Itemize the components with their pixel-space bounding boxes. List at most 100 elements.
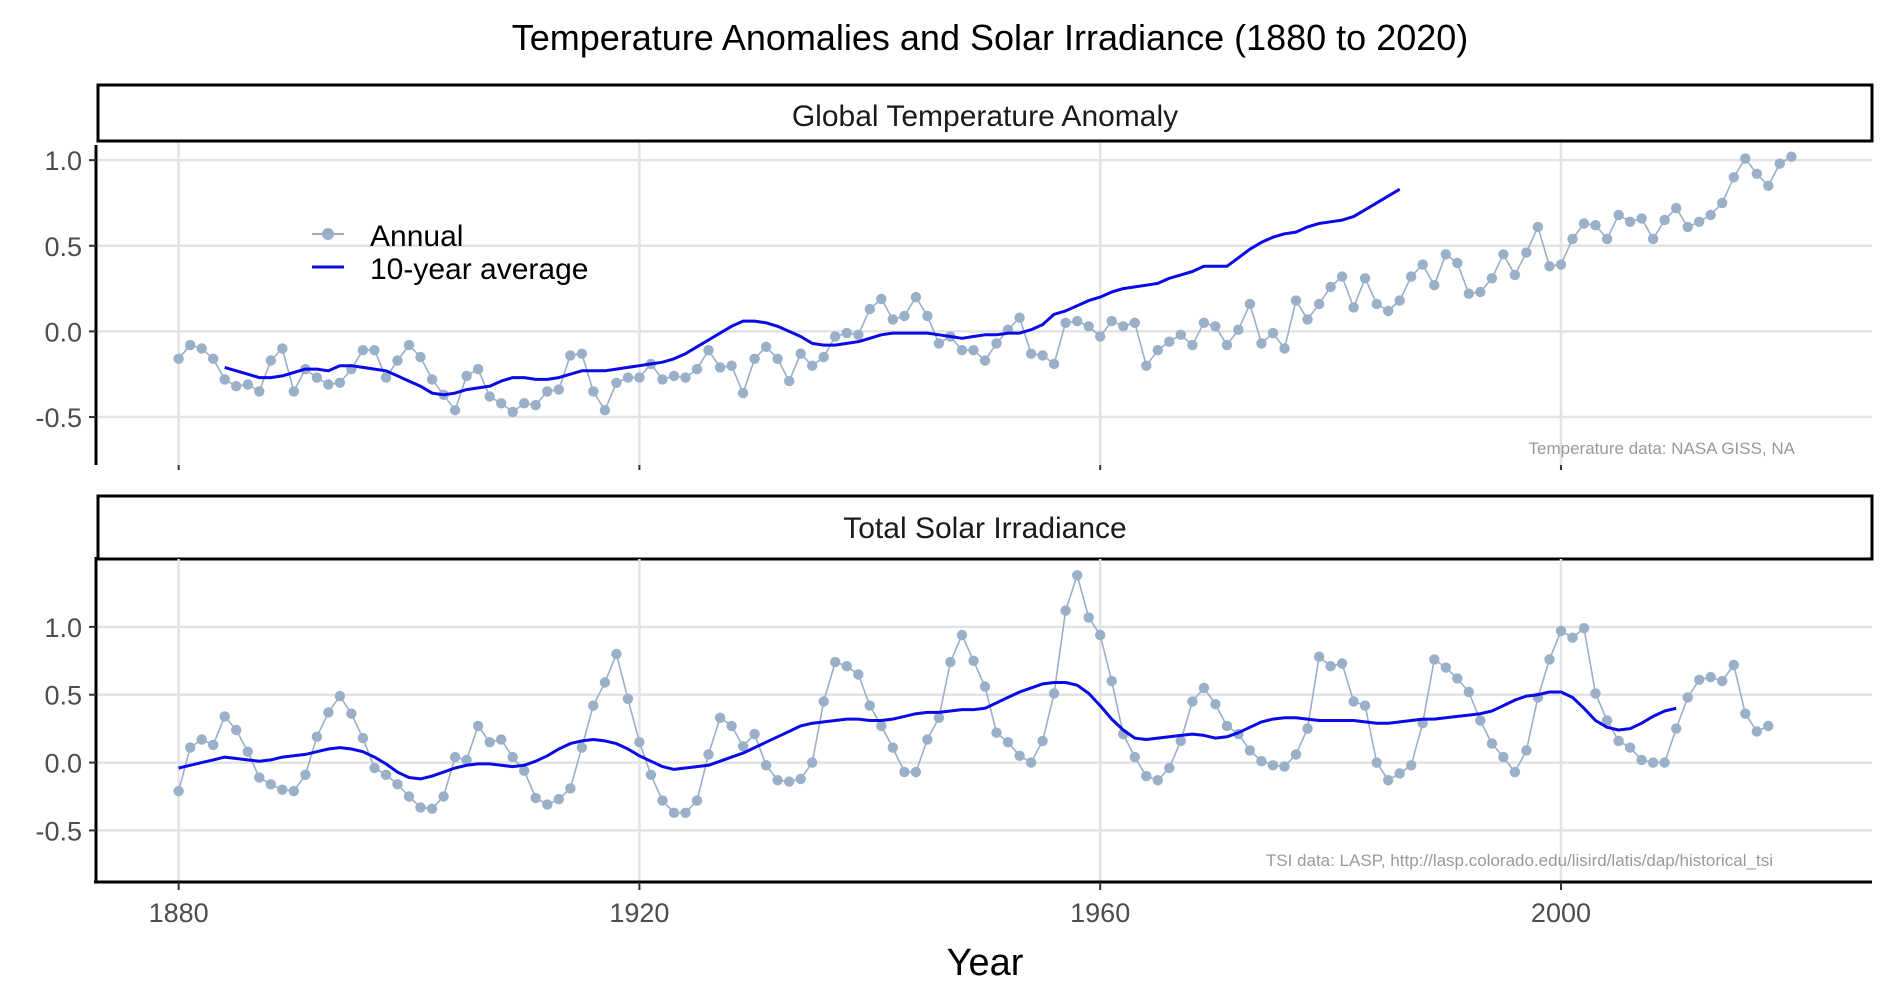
- solar-annual-point-2012: [1694, 674, 1705, 685]
- solar-annual-point-1978: [1302, 723, 1313, 734]
- temperature-annual-point-1907: [484, 391, 495, 402]
- temperature-annual-point-2018: [1763, 180, 1774, 191]
- legend-average-label: 10-year average: [370, 253, 588, 286]
- temperature-annual-point-1894: [334, 377, 346, 388]
- temperature-annual-point-1949: [968, 345, 979, 356]
- solar-annual-point-1892: [311, 731, 323, 742]
- temperature-annual-point-1973: [1244, 298, 1256, 310]
- solar-annual-point-2002: [1578, 623, 1590, 634]
- solar-annual-point-1980: [1325, 661, 1336, 672]
- solar-annual-point-1943: [899, 766, 910, 778]
- solar-annual-point-2018: [1763, 720, 1774, 732]
- solar-annual-point-1881: [185, 742, 196, 753]
- solar-annual-point-1947: [945, 656, 956, 668]
- temperature-annual-point-1890: [288, 386, 299, 397]
- temperature-annual-point-1889: [277, 343, 288, 354]
- solar-annual-point-1971: [1221, 720, 1233, 732]
- solar-annual-point-1999: [1544, 654, 1555, 665]
- solar-annual-point-2011: [1682, 692, 1693, 703]
- solar-annual-point-1970: [1210, 699, 1221, 710]
- solar-annual-point-1898: [380, 769, 392, 780]
- panel-solar-annotation: TSI data: LASP, http://lasp.colorado.edu…: [1266, 851, 1773, 870]
- temperature-annual-point-1880: [173, 353, 184, 364]
- temperature-annual-point-1912: [542, 386, 553, 397]
- temperature-annual-point-1936: [818, 351, 829, 363]
- temperature-annual-point-1983: [1359, 273, 1371, 284]
- temperature-annual-point-1993: [1475, 286, 1486, 298]
- temperature-annual-point-1884: [219, 374, 230, 385]
- solar-annual-point-2014: [1717, 675, 1728, 687]
- solar-annual-point-1890: [288, 785, 299, 797]
- solar-annual-point-1989: [1429, 654, 1440, 665]
- temperature-annual-point-1924: [680, 372, 691, 383]
- temperature-annual-point-1927: [714, 362, 726, 373]
- temperature-annual-point-1991: [1452, 257, 1463, 269]
- solar-annual-point-1907: [484, 737, 495, 748]
- solar-annual-point-1960: [1095, 629, 1106, 641]
- solar-annual-point-1956: [1048, 688, 1060, 699]
- panel-temperature: Global Temperature Anomaly -0.5 0.0 0.5 1.0…: [35, 83, 1874, 465]
- temperature-annual-point-1934: [795, 348, 806, 359]
- temperature-annual-point-1885: [231, 381, 242, 392]
- solar-annual-point-1886: [242, 746, 253, 757]
- chart-title: Temperature Anomalies and Solar Irradian…: [512, 17, 1469, 58]
- solar-annual-point-1965: [1152, 775, 1164, 786]
- temperature-annual-point-1899: [392, 355, 403, 366]
- panel-solar-strip: [96, 494, 1874, 561]
- temperature-annual-point-1997: [1521, 247, 1532, 258]
- solar-annual-point-1893: [323, 707, 334, 718]
- panel-temperature-series: [173, 151, 1797, 418]
- solar-y-tick-label-3: 1.0: [44, 613, 82, 643]
- temperature-annual-point-1992: [1463, 288, 1475, 299]
- temperature-annual-point-1979: [1313, 298, 1325, 310]
- temperature-annual-point-1966: [1164, 336, 1175, 347]
- temperature-y-tick-label-2: 0.5: [44, 232, 82, 262]
- solar-annual-point-1952: [1002, 737, 1014, 748]
- solar-annual-point-1987: [1406, 760, 1417, 771]
- solar-annual-point-1959: [1083, 612, 1094, 623]
- solar-annual-point-1894: [334, 690, 346, 702]
- temperature-annual-point-1984: [1371, 298, 1382, 310]
- solar-annual-point-1906: [472, 720, 484, 732]
- solar-annual-point-1919: [622, 693, 634, 704]
- solar-annual-point-1954: [1025, 757, 1037, 768]
- temperature-annual-point-1942: [887, 314, 898, 325]
- temperature-annual-point-1968: [1187, 339, 1198, 351]
- solar-annual-point-1992: [1463, 686, 1475, 698]
- temperature-annual-point-1980: [1325, 281, 1336, 293]
- temperature-annual-point-1976: [1279, 343, 1290, 354]
- solar-annual-point-1986: [1394, 768, 1405, 779]
- temperature-annual-point-1957: [1060, 317, 1071, 328]
- temperature-annual-point-1981: [1336, 271, 1348, 282]
- solar-annual-point-1912: [542, 799, 553, 810]
- solar-annual-point-1900: [403, 791, 415, 802]
- temperature-annual-point-1996: [1509, 269, 1521, 281]
- solar-annual-point-1979: [1313, 651, 1325, 662]
- temperature-annual-point-1906: [472, 363, 484, 375]
- temperature-y-tick-label-0: -0.5: [35, 403, 82, 433]
- solar-annual-point-1946: [933, 712, 945, 723]
- solar-annual-point-1933: [784, 776, 795, 787]
- solar-annual-point-1884: [219, 711, 230, 722]
- temperature-annual-point-1960: [1095, 331, 1106, 342]
- solar-annual-point-2008: [1647, 757, 1659, 768]
- temperature-annual-point-1940: [864, 303, 875, 315]
- solar-annual-point-1927: [714, 712, 726, 723]
- solar-annual-point-1936: [818, 696, 829, 707]
- temperature-annual-point-1998: [1532, 221, 1544, 233]
- temperature-annual-point-2015: [1728, 172, 1740, 183]
- temperature-annual-point-1904: [449, 405, 461, 416]
- temperature-annual-point-1901: [415, 351, 426, 363]
- temperature-annual-point-2003: [1590, 220, 1601, 231]
- solar-annual-point-1902: [426, 803, 438, 814]
- solar-annual-point-1918: [611, 648, 622, 660]
- solar-annual-point-1924: [680, 807, 691, 818]
- solar-annual-point-1880: [173, 785, 184, 797]
- solar-annual-point-1914: [565, 783, 576, 794]
- legend-annual-swatch-point: [322, 228, 334, 240]
- solar-annual-point-1913: [553, 794, 564, 805]
- solar-annual-point-1966: [1164, 762, 1175, 774]
- temperature-annual-point-1986: [1394, 295, 1405, 306]
- solar-annual-point-1888: [265, 779, 276, 790]
